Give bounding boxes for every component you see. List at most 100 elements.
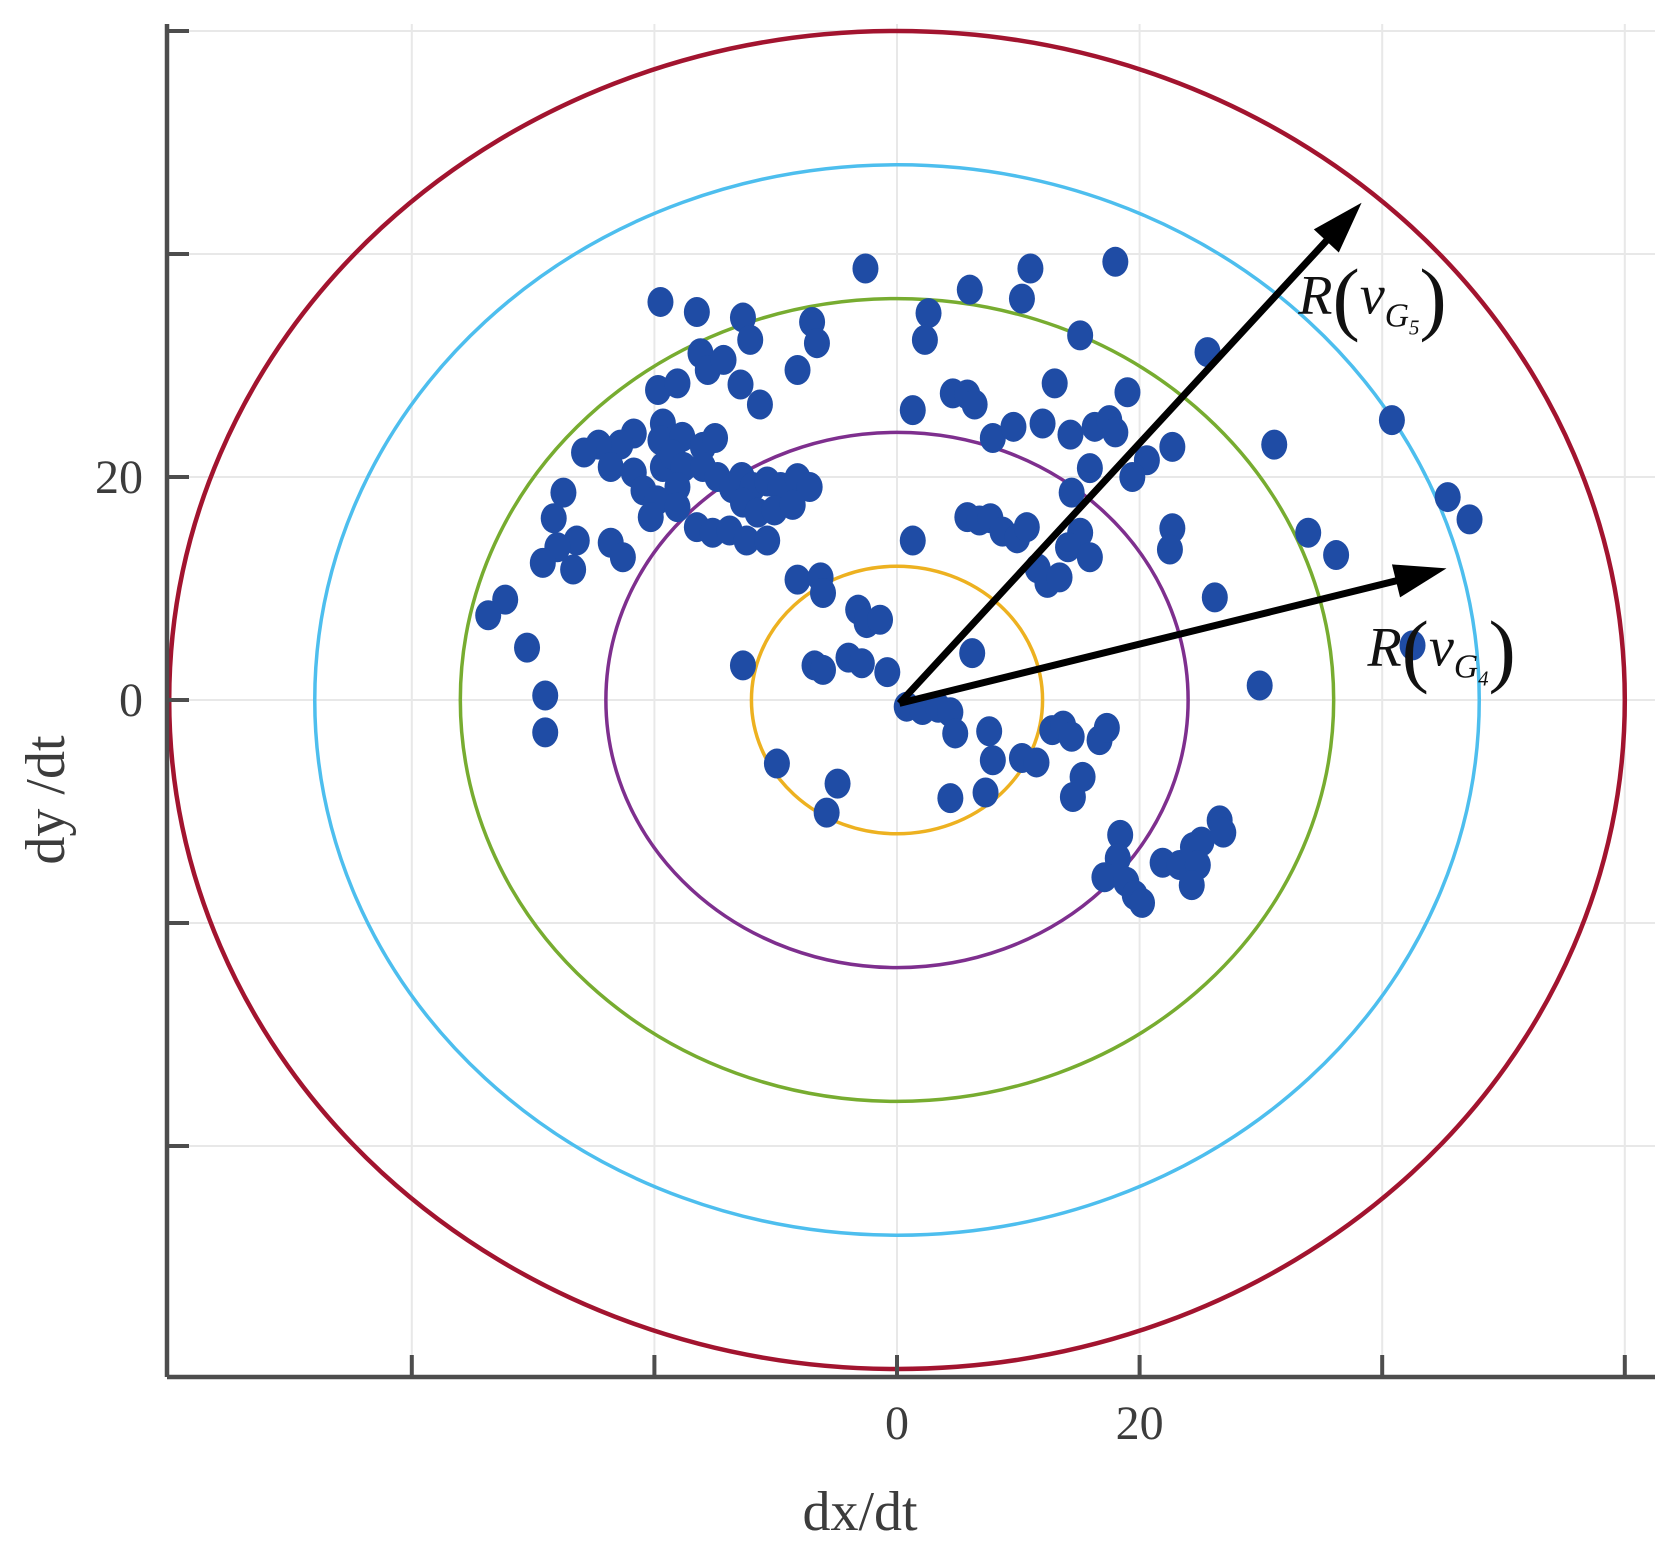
scatter-point [1091, 862, 1118, 893]
x-tick-label: 0 [885, 1397, 909, 1450]
y-axis-label: dy /dt [15, 735, 77, 865]
scatter-point [1399, 630, 1426, 661]
scatter-point [1017, 253, 1044, 284]
scatter-point [737, 324, 764, 355]
scatter-point [1114, 377, 1141, 408]
scatter-point [874, 657, 901, 688]
scatter-point [1323, 540, 1350, 571]
scatter-point [1058, 477, 1085, 508]
scatter-point [1456, 504, 1483, 535]
scatter-point [1076, 542, 1103, 573]
annotation-sub: G [1453, 648, 1479, 686]
arrow-head-rvg5 [1313, 202, 1362, 253]
scatter-point [1058, 721, 1085, 752]
scatter-point [1159, 431, 1186, 462]
scatter-point [779, 489, 806, 520]
annotation-sub: G [1384, 297, 1409, 335]
annotation-rvg4-label: R(vG4) [1367, 608, 1515, 690]
scatter-point [1178, 870, 1205, 901]
scatter-point [956, 274, 983, 305]
x-axis-label: dx/dt [802, 1481, 918, 1543]
scatter-point [727, 369, 754, 400]
scatter-point [1378, 405, 1405, 436]
scatter-point [710, 344, 737, 375]
radius-circle-g4 [313, 163, 1481, 1237]
scatter-point [532, 680, 559, 711]
scatter-point [784, 564, 811, 595]
scatter-point [942, 718, 969, 749]
scatter-point [1129, 887, 1156, 918]
scatter-point [664, 492, 691, 523]
scatter-point [810, 577, 837, 608]
scatter-point [1013, 512, 1040, 543]
y-tick-label: 20 [95, 451, 143, 504]
annotation-subsub: 4 [1478, 666, 1489, 691]
scatter-point [959, 638, 986, 669]
scatter-point [664, 368, 691, 399]
scatter-point [852, 253, 879, 284]
scatter-point [976, 716, 1003, 747]
scatter-point [937, 783, 964, 814]
radius-circle-g2 [604, 430, 1190, 970]
scatter-point [763, 748, 790, 779]
scatter-point [637, 502, 664, 533]
scatter-point [972, 777, 999, 808]
scatter-point [647, 286, 674, 317]
scatter-point [824, 768, 851, 799]
right-paren: ) [1419, 252, 1447, 344]
scatter-point [979, 745, 1006, 776]
scatter-point [1008, 283, 1035, 314]
left-paren: ( [1332, 252, 1360, 344]
scatter-point [899, 525, 926, 556]
scatter-point [1067, 320, 1094, 351]
scatter-point [540, 503, 567, 534]
scatter-point [1029, 408, 1056, 439]
scatter-point [1102, 417, 1129, 448]
annotation-var: v [1359, 265, 1385, 328]
annotation-rvg5-label: R(vG5) [1298, 257, 1446, 339]
scatter-point [1434, 482, 1461, 513]
scatter-point [754, 525, 781, 556]
scatter-point [1041, 368, 1068, 399]
scatter-point [911, 324, 938, 355]
scatter-point [813, 797, 840, 828]
scatter-point [609, 542, 636, 573]
right-paren: ) [1488, 603, 1516, 695]
scatter-point [867, 604, 894, 635]
annotation-subsub: 5 [1408, 314, 1420, 339]
y-tick-label: 0 [119, 674, 143, 727]
scatter-point [1076, 453, 1103, 484]
arrow-shaft-rvg4 [898, 575, 1405, 707]
scatter-point [1057, 419, 1084, 450]
scatter-point [1188, 826, 1215, 857]
scatter-point [1055, 532, 1082, 563]
scatter-point [1102, 246, 1129, 277]
scatter-point [899, 395, 926, 426]
radius-circle-g1 [749, 564, 1045, 836]
scatter-point [915, 298, 942, 329]
scatter-point [729, 650, 756, 681]
scatter-point [1246, 670, 1273, 701]
left-paren: ( [1401, 603, 1429, 695]
scatter-point [683, 296, 710, 327]
scatter-point [532, 717, 559, 748]
scatter-point [1261, 429, 1288, 460]
scatter-point [1210, 817, 1237, 848]
annotation-func: R [1298, 265, 1333, 328]
scatter-point [1023, 747, 1050, 778]
scatter-point [1119, 462, 1146, 492]
scatter-point [733, 525, 760, 556]
arrow-shaft-rvg5 [896, 232, 1335, 706]
scatter-point [961, 389, 988, 420]
scatter-point [746, 389, 773, 420]
scatter-point [1093, 712, 1120, 743]
scatter-point [1059, 782, 1086, 813]
scatter-point [550, 477, 577, 508]
scatter-point [848, 648, 875, 679]
annotation-var: v [1428, 616, 1454, 679]
scatter-point [810, 654, 837, 685]
scatter-point [597, 451, 624, 482]
scatter-point [560, 554, 587, 585]
